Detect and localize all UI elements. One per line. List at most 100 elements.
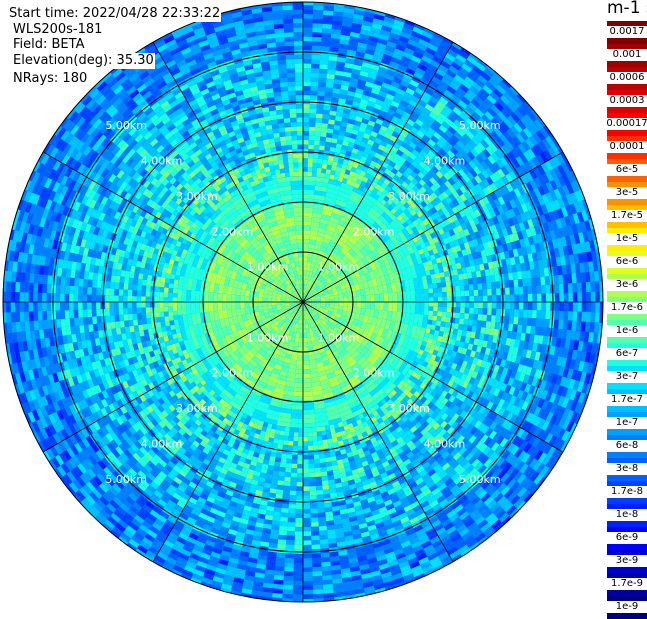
beta-cell [410, 290, 416, 302]
beta-cell [308, 468, 315, 473]
beta-cell [319, 315, 325, 321]
beta-cell [315, 113, 323, 119]
beta-cell [289, 113, 297, 118]
beta-cell [294, 302, 299, 305]
beta-cell [319, 307, 325, 312]
beta-cell [262, 335, 270, 343]
beta-cell [266, 258, 274, 266]
beta-cell [310, 322, 314, 328]
beta-cell [337, 289, 343, 295]
beta-cell [299, 266, 303, 271]
beta-cell [159, 311, 165, 318]
beta-cell [244, 302, 250, 309]
beta-cell [245, 270, 253, 279]
beta-cell [269, 356, 278, 364]
beta-cell [287, 278, 292, 284]
beta-cell [257, 247, 266, 256]
beta-cell [300, 288, 303, 294]
beta-cell [292, 396, 303, 401]
beta-cell [297, 450, 303, 455]
beta-cell [496, 288, 501, 296]
beta-cell [319, 351, 327, 358]
beta-cell [450, 286, 456, 292]
beta-cell [243, 320, 250, 328]
beta-cell [331, 287, 338, 293]
beta-cell [313, 144, 320, 150]
beta-cell [165, 273, 171, 279]
beta-cell [314, 334, 320, 341]
beta-cell [476, 320, 482, 328]
beta-cell [303, 387, 313, 392]
beta-cell [286, 140, 292, 146]
beta-cell [298, 162, 303, 168]
beta-cell [318, 322, 325, 328]
beta-cell [309, 126, 316, 132]
beta-cell [123, 295, 128, 302]
beta-cell [208, 292, 214, 302]
beta-cell [310, 317, 315, 323]
beta-cell [172, 292, 178, 298]
beta-cell [168, 287, 174, 293]
beta-cell [318, 281, 324, 287]
beta-cell [296, 490, 303, 496]
beta-cell [321, 313, 327, 318]
beta-cell [464, 307, 470, 314]
beta-cell [271, 298, 277, 302]
beta-cell [285, 296, 291, 300]
beta-cell [263, 268, 270, 276]
beta-cell [320, 295, 325, 299]
beta-cell [341, 288, 347, 294]
beta-cell [442, 297, 447, 302]
beta-cell [322, 489, 330, 495]
beta-cell [248, 256, 257, 265]
beta-cell [136, 290, 142, 297]
beta-cell [313, 454, 320, 460]
beta-cell [303, 122, 310, 127]
beta-cell [330, 329, 337, 336]
beta-cell [379, 293, 384, 302]
beta-cell [288, 436, 294, 442]
beta-cell [114, 288, 119, 296]
beta-cell [285, 300, 290, 302]
beta-cell [450, 280, 456, 287]
beta-cell [273, 277, 280, 284]
beta-cell [305, 275, 309, 280]
beta-cell [105, 315, 111, 323]
beta-cell [315, 285, 320, 290]
beta-cell [338, 305, 344, 311]
beta-cell [259, 288, 265, 294]
beta-cell [164, 282, 170, 288]
beta-cell [325, 299, 330, 302]
beta-cell [303, 113, 310, 118]
beta-cell [264, 285, 271, 291]
beta-cell [312, 267, 318, 274]
beta-cell [303, 257, 308, 262]
beta-cell [339, 265, 347, 273]
beta-cell [273, 348, 281, 356]
beta-cell [123, 308, 128, 315]
beta-cell [298, 288, 302, 294]
beta-cell [468, 284, 474, 291]
beta-cell [308, 454, 314, 460]
beta-cell [263, 353, 272, 361]
beta-cell [467, 272, 473, 279]
beta-cell [276, 293, 282, 298]
beta-cell [303, 284, 305, 289]
beta-cell [289, 297, 295, 301]
beta-cell [308, 463, 315, 469]
beta-cell [322, 288, 328, 293]
beta-cell [314, 131, 321, 137]
beta-cell [136, 307, 142, 314]
beta-cell [459, 285, 465, 291]
beta-cell [155, 281, 161, 287]
beta-cell [315, 357, 323, 364]
beta-cell [317, 311, 323, 316]
beta-cell [468, 313, 474, 320]
beta-cell [310, 90, 318, 96]
beta-cell [324, 173, 331, 179]
beta-cell [138, 273, 144, 280]
beta-cell [328, 240, 337, 248]
beta-cell [327, 160, 333, 166]
beta-cell [290, 126, 297, 132]
beta-cell [154, 291, 160, 297]
